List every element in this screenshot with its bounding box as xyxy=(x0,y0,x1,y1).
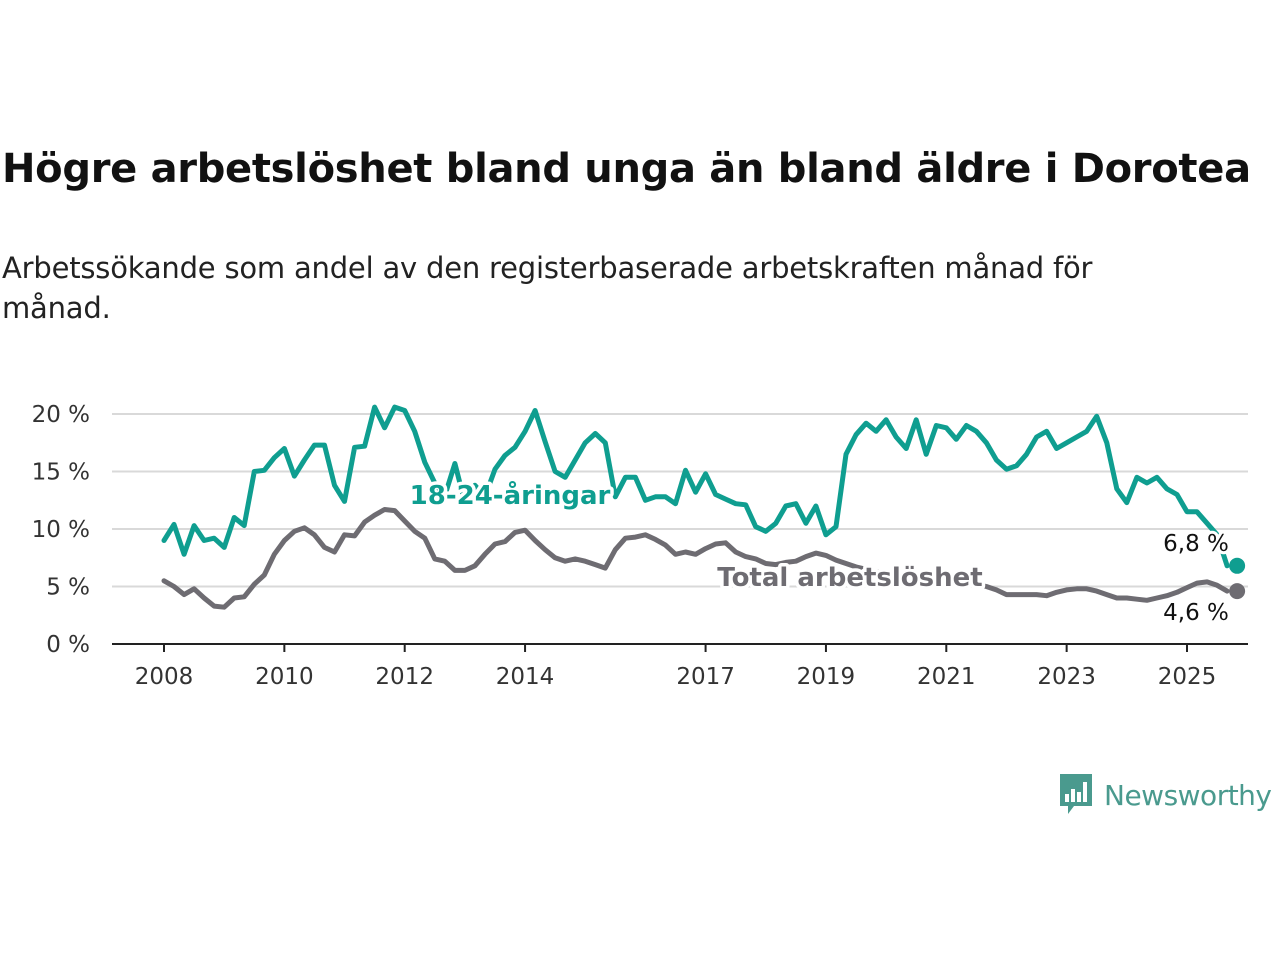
series-end-dot-1 xyxy=(1229,583,1246,600)
series-label-halo: Total arbetslöshet xyxy=(717,563,982,593)
y-tick-label: 20 % xyxy=(32,402,90,428)
series-label-0: 18-24-åringar xyxy=(410,479,611,511)
end-label-halo: 6,8 % xyxy=(1163,531,1229,557)
x-axis-ticks: 2008 2010 2012 2014 2017 2019 2021 2023 2025 xyxy=(135,644,1217,690)
brand-name: Newsworthy xyxy=(1104,778,1272,812)
end-label-halo: 4,6 % xyxy=(1163,600,1229,626)
y-tick-label: 15 % xyxy=(32,460,90,486)
y-tick-label: 0 % xyxy=(46,632,90,658)
line-chart: 0 %5 %10 %15 %20 % 2008 2010 2012 2014 2017 2… xyxy=(32,402,1248,690)
series-end-dot-0 xyxy=(1229,557,1246,574)
end-value-label-1: 4,6 % xyxy=(1163,600,1229,626)
series-label-1: Total arbetslöshet xyxy=(717,563,982,593)
x-tick-label: 2025 xyxy=(1158,664,1217,690)
x-tick-label: 2021 xyxy=(917,664,976,690)
x-tick-label: 2014 xyxy=(496,664,555,690)
y-axis-ticks: 0 % 5 % 10 % 15 % 20 % xyxy=(32,402,90,658)
series-label-halo: 18-24-åringar xyxy=(410,479,611,511)
x-tick-label: 2023 xyxy=(1037,664,1096,690)
series-lines xyxy=(161,404,1246,610)
end-value-label-0: 6,8 % xyxy=(1163,531,1229,557)
series-line-0 xyxy=(161,404,1230,569)
chart-title: Högre arbetslöshet bland unga än bland ä… xyxy=(2,146,1251,192)
bar-chart-speech-bubble-icon xyxy=(1060,774,1092,814)
chart-subtitle: Arbetssökande som andel av den registerb… xyxy=(2,251,1093,325)
y-tick-label: 5 % xyxy=(46,575,90,601)
x-tick-label: 2017 xyxy=(676,664,735,690)
x-tick-label: 2008 xyxy=(135,664,194,690)
brand-logo: Newsworthy xyxy=(1058,772,1272,818)
x-tick-label: 2012 xyxy=(375,664,434,690)
x-tick-label: 2010 xyxy=(255,664,314,690)
series-line-1 xyxy=(161,507,1230,610)
y-tick-label: 10 % xyxy=(32,517,90,543)
x-tick-label: 2019 xyxy=(797,664,856,690)
